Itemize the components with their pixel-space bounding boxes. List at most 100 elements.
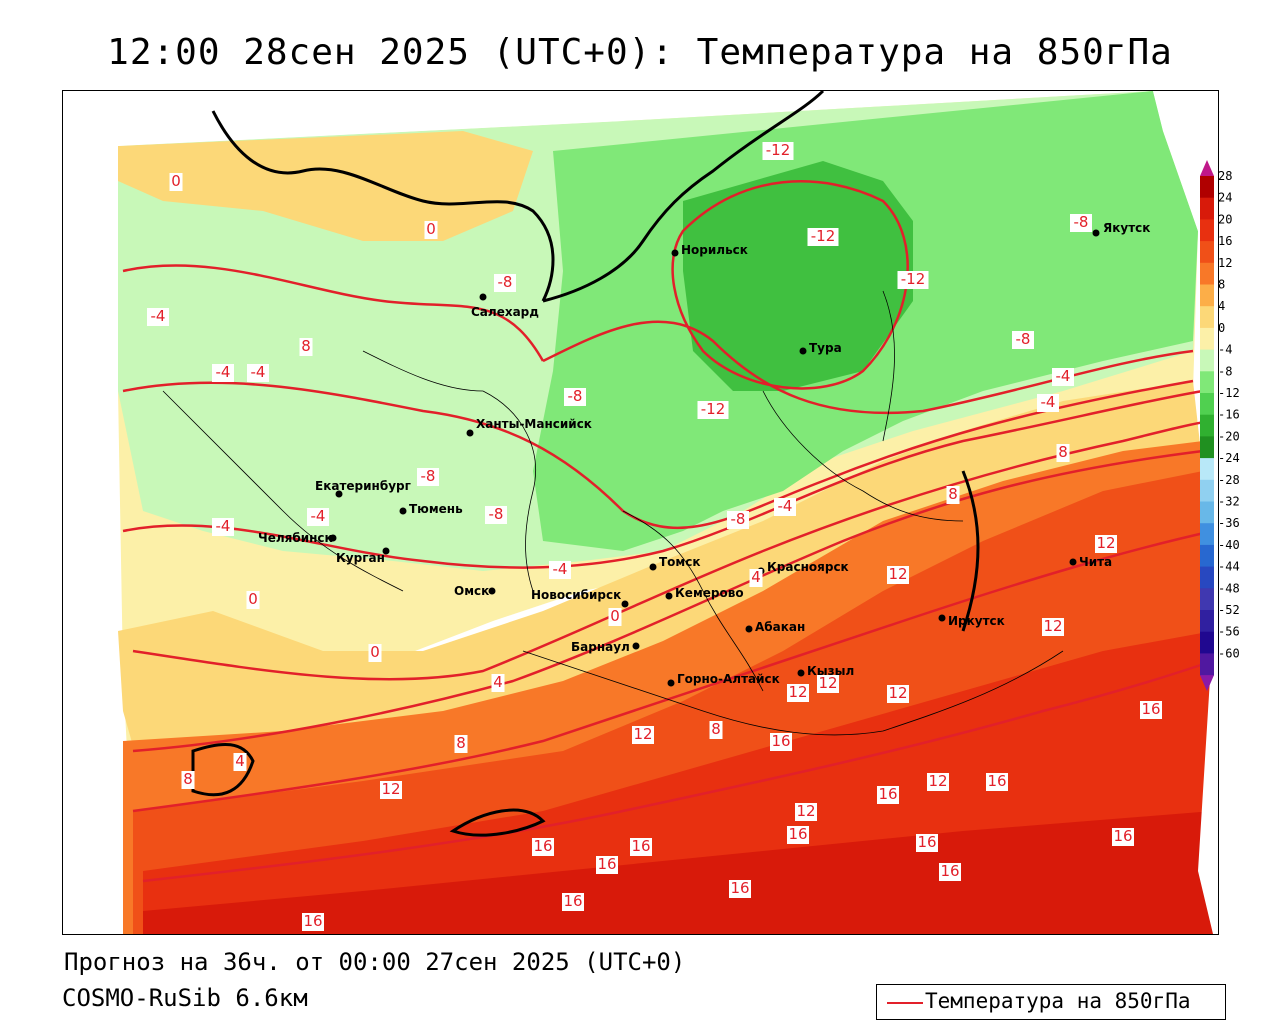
colorbar-segment	[1200, 414, 1214, 437]
isotherm-label: -12	[901, 270, 926, 288]
isotherm-label: 16	[1113, 827, 1132, 845]
colorbar-segment	[1200, 501, 1214, 524]
isotherm-label: -12	[811, 227, 836, 245]
isotherm-label: -4	[251, 363, 266, 381]
isotherm-label-bg	[762, 142, 794, 160]
colorbar-tick-label: 16	[1218, 234, 1232, 248]
isotherm-label-bg	[1052, 368, 1074, 386]
isotherm-label: -4	[1041, 393, 1056, 411]
colorbar-bottom-arrow	[1200, 675, 1214, 692]
city-label-tura: Тура	[809, 341, 842, 355]
colorbar-segment	[1200, 479, 1214, 502]
isotherm-label: 0	[610, 607, 620, 625]
isotherm-label-bg	[181, 771, 195, 789]
city-label-kyzyl: Кызыл	[807, 664, 854, 678]
isotherm-label-bg	[147, 308, 169, 326]
city-markers: Якутск Норильск Салехард Тура Ханты-Манс…	[258, 221, 1150, 687]
colorbar-tick-label: 12	[1218, 256, 1232, 270]
isotherm-label-bg	[1140, 701, 1162, 719]
isotherm-label-bg	[709, 721, 723, 739]
colorbar-tick-label: -56	[1218, 625, 1240, 639]
isotherm-label: -4	[553, 560, 568, 578]
isotherm-label: 8	[711, 720, 721, 738]
colorbar-segment	[1200, 631, 1214, 654]
colorbar-tick-label: -12	[1218, 386, 1240, 400]
city-label-krasnoyarsk: Красноярск	[767, 560, 849, 574]
isotherm-label-bg	[927, 773, 949, 791]
city-dot-tomsk	[649, 563, 657, 571]
isotherm-label: 16	[940, 862, 959, 880]
isotherm-label-bg	[1012, 331, 1034, 349]
colorbar-tick-label: -16	[1218, 408, 1240, 422]
isotherm-label-bg	[749, 569, 763, 587]
isotherm-label: -4	[151, 307, 166, 325]
city-label-kemerovo: Кемерово	[675, 586, 744, 600]
colorbar-segment	[1200, 197, 1214, 220]
isotherm-label-bg	[380, 781, 402, 799]
isotherm-label-bg	[596, 856, 618, 874]
city-dot-irkutsk	[938, 614, 946, 622]
isotherm-label: -4	[1056, 367, 1071, 385]
isotherm-label: -8	[731, 510, 746, 528]
isotherm-label-bg	[770, 733, 792, 751]
city-label-abakan: Абакан	[755, 620, 805, 634]
isotherm-label-bg	[454, 735, 468, 753]
isotherm-label-bg	[1042, 618, 1064, 636]
city-label-tomsk: Томск	[659, 555, 701, 569]
isotherm-label: -8	[489, 505, 504, 523]
colorbar-tick-label: -8	[1218, 364, 1232, 378]
isotherm-label-bg	[212, 364, 234, 382]
isotherm-value-labels: -12-12-12-12-8-8-8-8 -8-8-8-4-4 -4-4-4-4-4…	[147, 141, 1162, 931]
city-label-yakutsk: Якутск	[1103, 221, 1150, 235]
isotherm-label: 8	[301, 337, 311, 355]
colorbar-segment	[1200, 610, 1214, 633]
isotherm-label-bg	[887, 566, 909, 584]
isotherm-label-bg	[302, 913, 324, 931]
colorbar-segment	[1200, 393, 1214, 416]
city-dot-kyzyl	[797, 669, 805, 677]
isotherm-label-bg	[549, 561, 571, 579]
colorbar-top-arrow	[1200, 160, 1214, 176]
isotherm-label-bg	[877, 786, 899, 804]
colorbar-segment	[1200, 523, 1214, 546]
isotherm-label-bg	[368, 644, 382, 662]
city-dot-novosibirsk	[621, 600, 629, 608]
isotherm-label-bg	[562, 893, 584, 911]
forecast-info: Прогноз на 36ч. от 00:00 27сен 2025 (UTC…	[64, 948, 686, 976]
city-label-salekhard: Салехард	[471, 305, 539, 319]
isotherm-label-bg	[485, 506, 507, 524]
isotherm-label-bg	[491, 674, 505, 692]
isotherm-label: -8	[421, 467, 436, 485]
isotherm-label: 8	[948, 485, 958, 503]
isotherm-label: 16	[563, 892, 582, 910]
isotherm-label: 12	[633, 725, 652, 743]
isotherm-label: 16	[730, 879, 749, 897]
isotherm-label-bg	[299, 338, 313, 356]
isotherm-label-bg	[916, 834, 938, 852]
map-legend: Температура на 850гПа	[876, 984, 1226, 1020]
isotherm-label: 16	[987, 772, 1006, 790]
city-label-kurgan: Курган	[336, 551, 385, 565]
isotherm-label: 0	[426, 220, 436, 238]
temperature-field	[63, 91, 1218, 934]
isotherm-label: 0	[248, 590, 258, 608]
colorbar-tick-label: -36	[1218, 516, 1240, 530]
isotherm-label: -12	[701, 400, 726, 418]
isotherm-label: -4	[216, 517, 231, 535]
isotherm-label-bg	[307, 508, 329, 526]
colorbar-segment	[1200, 371, 1214, 394]
colorbar-tick-label: -40	[1218, 538, 1240, 552]
city-label-khanty-mansiysk: Ханты-Мансийск	[476, 417, 592, 431]
isotherm-label: 12	[818, 674, 837, 692]
isotherm-label: 4	[493, 673, 503, 691]
city-dot-kemerovo	[665, 592, 673, 600]
isotherm-label-bg	[233, 753, 247, 771]
isotherm-label-bg	[424, 221, 438, 239]
isotherm-label: -8	[1074, 213, 1089, 231]
isotherm-label: 12	[888, 684, 907, 702]
city-label-novosibirsk: Новосибирск	[531, 588, 621, 602]
city-dot-omsk	[488, 587, 496, 595]
isotherm-label: 12	[788, 683, 807, 701]
colorbar-tick-label: -4	[1218, 343, 1232, 357]
city-dot-gorno-altaysk	[667, 679, 675, 687]
